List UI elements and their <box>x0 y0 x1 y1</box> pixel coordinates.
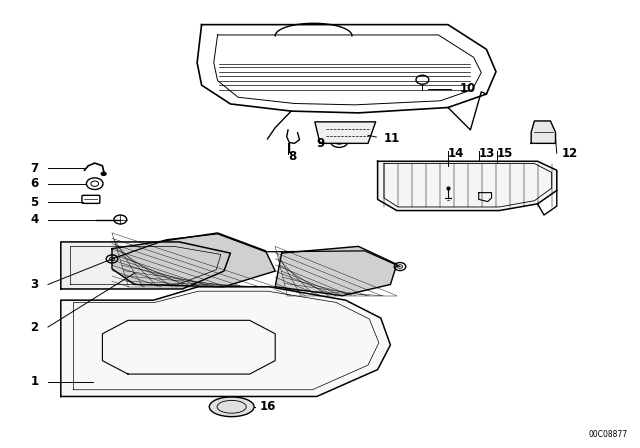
Text: 2: 2 <box>30 320 38 334</box>
Text: 6: 6 <box>30 177 38 190</box>
Text: 13: 13 <box>479 146 495 160</box>
Text: 4: 4 <box>30 213 38 226</box>
Polygon shape <box>315 122 376 143</box>
Text: 5: 5 <box>30 196 38 209</box>
Polygon shape <box>275 246 397 296</box>
Text: 10: 10 <box>460 82 476 95</box>
Polygon shape <box>378 161 557 211</box>
Text: 7: 7 <box>30 161 38 175</box>
Circle shape <box>100 172 107 176</box>
Ellipse shape <box>209 397 254 417</box>
Text: 12: 12 <box>562 146 578 160</box>
Text: 8: 8 <box>288 150 296 164</box>
Text: 15: 15 <box>497 146 513 160</box>
Text: 9: 9 <box>316 137 324 150</box>
Polygon shape <box>112 233 275 287</box>
Text: 11: 11 <box>384 132 400 146</box>
Text: 3: 3 <box>30 278 38 291</box>
Circle shape <box>416 75 429 84</box>
Text: 14: 14 <box>448 146 465 160</box>
Text: 16: 16 <box>260 400 276 414</box>
Text: 00C08877: 00C08877 <box>588 430 627 439</box>
Polygon shape <box>531 121 556 143</box>
Polygon shape <box>61 287 390 396</box>
Polygon shape <box>61 242 230 289</box>
Text: 1: 1 <box>30 375 38 388</box>
